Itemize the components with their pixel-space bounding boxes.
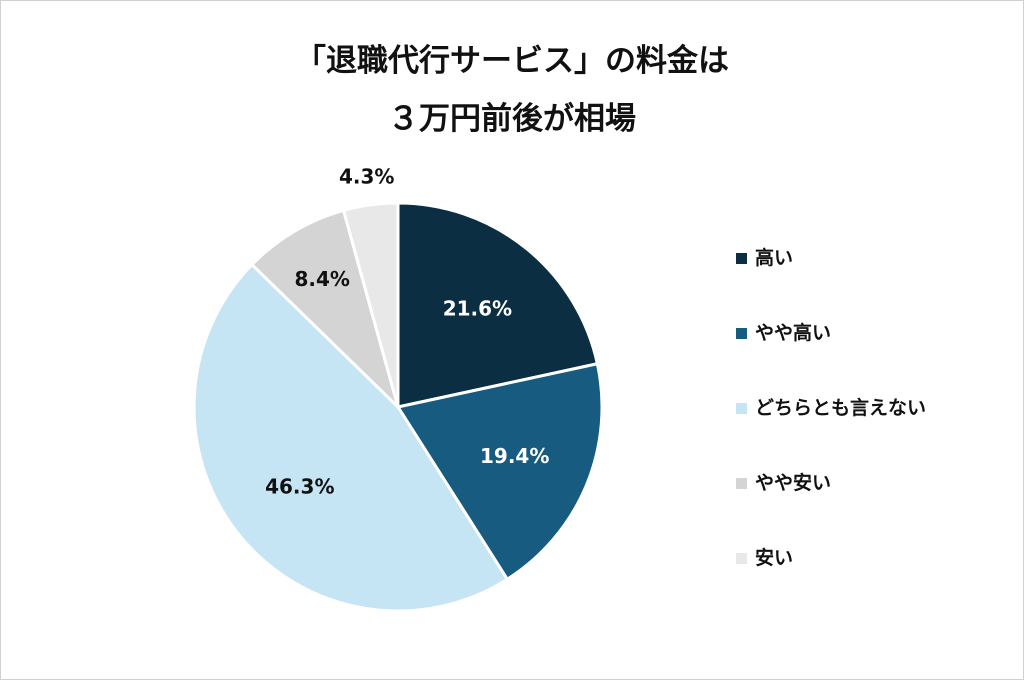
legend-label-2: やや高い: [755, 322, 832, 344]
legend-swatch-4: [736, 478, 747, 489]
chart-title-line-2: ３万円前後が相場: [388, 101, 636, 137]
legend-swatch-1: [736, 253, 747, 264]
slice-value-label-4: 8.4%: [294, 267, 349, 291]
pie-slice-1: [396, 201, 599, 409]
legend-label-1: 高い: [755, 247, 794, 269]
pie-slice-3: [192, 263, 509, 613]
legend-swatch-5: [736, 553, 747, 564]
slice-value-label-2: 19.4%: [480, 444, 549, 468]
legend-swatch-3: [736, 403, 747, 414]
legend-item-1: 高い: [736, 244, 926, 319]
slice-value-label-3: 46.3%: [265, 475, 334, 499]
chart-title-line-1: 「退職代行サービス」の料金は: [295, 43, 729, 79]
pie-slice-5: [342, 201, 400, 409]
legend-item-3: どちらとも言えない: [736, 394, 926, 469]
legend-item-2: やや高い: [736, 319, 926, 394]
chart-title: 「退職代行サービス」の料金は ３万円前後が相場: [0, 32, 1024, 148]
pie-slice-4: [250, 208, 400, 409]
legend-label-4: やや安い: [755, 472, 832, 494]
chart-legend: 高いやや高いどちらとも言えない やや安い安い: [736, 244, 926, 619]
legend-swatch-2: [736, 328, 747, 339]
legend-item-4: やや安い: [736, 469, 926, 544]
pie-slice-2: [396, 362, 604, 581]
legend-label-3: どちらとも言えない: [755, 397, 927, 419]
legend-label-5: 安い: [755, 547, 794, 569]
slice-value-label-1: 21.6%: [443, 297, 512, 321]
slice-value-label-5: 4.3%: [339, 165, 394, 189]
legend-item-5: 安い: [736, 544, 926, 619]
